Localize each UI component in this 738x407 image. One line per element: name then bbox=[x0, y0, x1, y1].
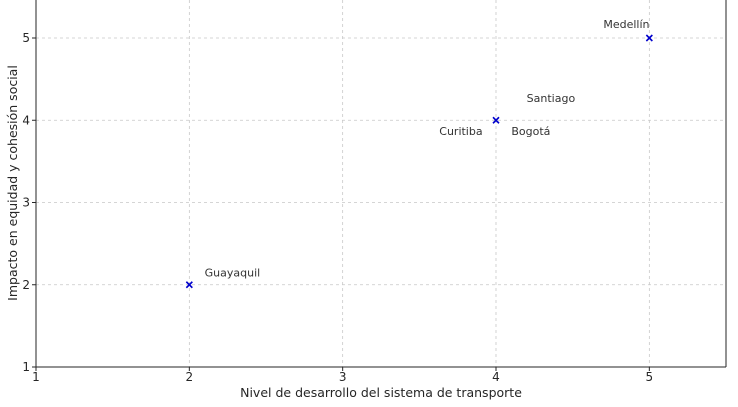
data-point bbox=[492, 116, 500, 124]
axes bbox=[35, 0, 727, 368]
y-tick-label: 5 bbox=[22, 31, 30, 45]
point-label: Medellín bbox=[603, 18, 649, 31]
point-annotations: Guayaquil Curitiba Bogotá Santiago Medellín bbox=[205, 18, 650, 279]
point-label: Santiago bbox=[527, 92, 576, 105]
x-tick-label: 1 bbox=[32, 370, 40, 384]
y-tick-label: 1 bbox=[22, 360, 30, 374]
x-tick-label: 3 bbox=[339, 370, 347, 384]
data-point bbox=[645, 34, 653, 42]
x-tick-label: 2 bbox=[186, 370, 194, 384]
marker-stroke bbox=[645, 34, 653, 42]
y-tick-label: 2 bbox=[22, 278, 30, 292]
x-axis-label: Nivel de desarrollo del sistema de trans… bbox=[240, 385, 522, 400]
marker-stroke bbox=[185, 281, 193, 289]
x-tick-label: 5 bbox=[646, 370, 654, 384]
y-axis-label: Impacto en equidad y cohesión social bbox=[5, 65, 20, 301]
point-label: Guayaquil bbox=[205, 267, 261, 280]
ticks: 1 2 3 4 5 1 2 3 4 5 bbox=[22, 31, 653, 384]
data-point bbox=[185, 281, 193, 289]
grid bbox=[36, 0, 726, 367]
data-points bbox=[185, 34, 653, 289]
marker-stroke bbox=[492, 116, 500, 124]
x-tick-label: 4 bbox=[492, 370, 500, 384]
point-label: Curitiba bbox=[439, 125, 482, 138]
point-label: Bogotá bbox=[511, 125, 550, 138]
y-tick-label: 4 bbox=[22, 113, 30, 127]
y-tick-label: 3 bbox=[22, 196, 30, 210]
